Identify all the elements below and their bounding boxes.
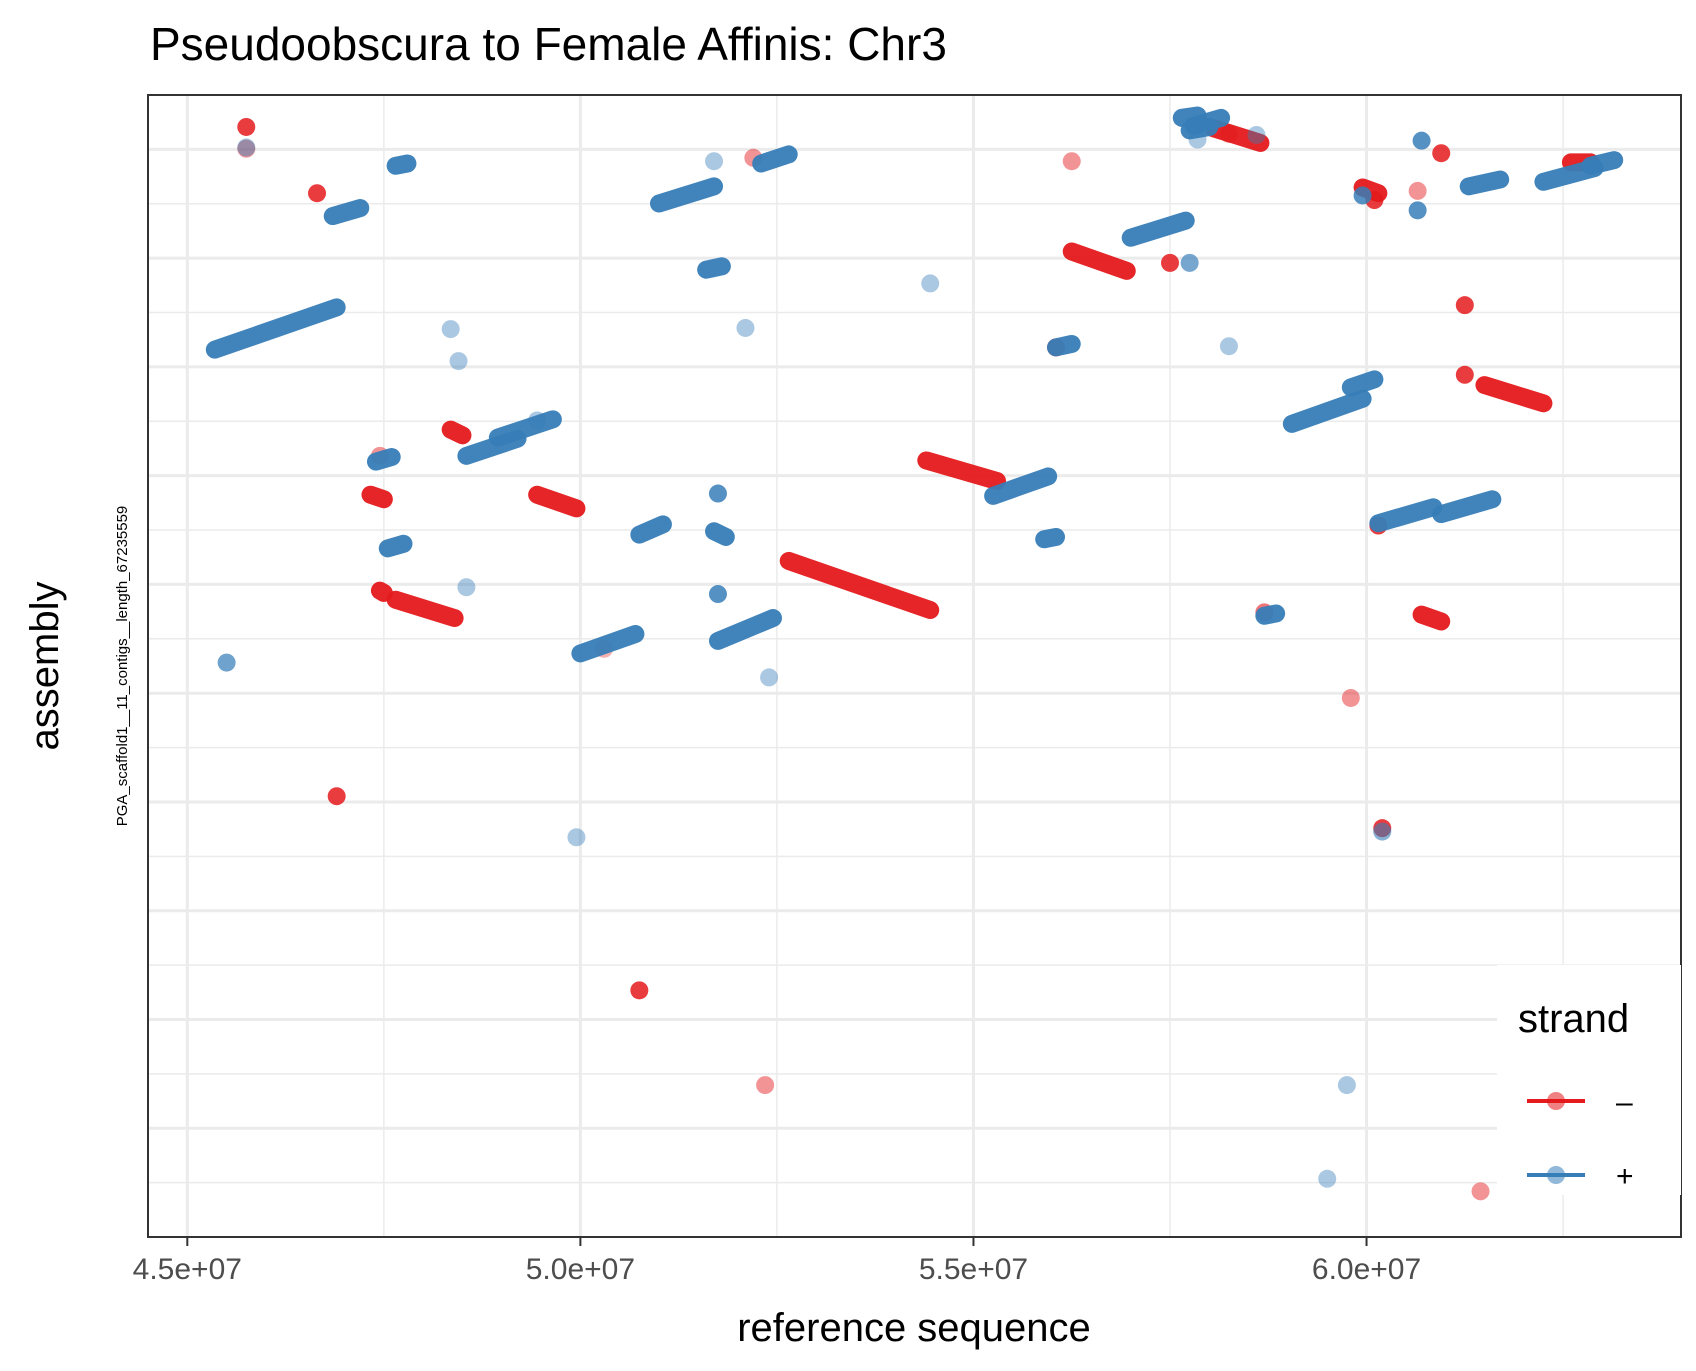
alignment-point [1161,253,1179,272]
alignment-segment [1459,170,1510,196]
alignment-point [1337,1076,1356,1095]
alignment-segment [488,410,562,447]
alignment-segment [378,534,413,558]
data-marks [205,106,1624,1201]
alignment-segment [1341,370,1384,397]
alignment-point [1219,124,1238,143]
alignment-segment [528,485,586,518]
x-axis: 4.5e+07 5.0e+07 5.5e+07 6.0e+07 [133,1237,1421,1286]
alignment-point [708,484,727,503]
alignment-segment [571,625,645,663]
alignment-point [756,1076,775,1095]
x-tick-label: 4.5e+07 [133,1253,242,1286]
alignment-segment [984,467,1058,505]
alignment-point [1455,365,1474,384]
alignment-point [1471,1182,1490,1201]
alignment-point [1432,144,1451,163]
legend-label: + [1616,1160,1634,1193]
alignment-segment [708,609,782,650]
legend-label: – [1616,1086,1633,1119]
alignment-point [1412,131,1431,150]
legend-key-point [1547,1166,1565,1184]
x-tick-label: 5.0e+07 [526,1253,635,1286]
alignment-point [708,585,727,604]
alignment-point [237,139,256,158]
alignment-segment [1475,376,1553,413]
alignment-segment [1432,490,1502,524]
alignment-segment [1204,119,1270,152]
alignment-segment [1581,151,1624,175]
series-plus [205,106,1624,1188]
alignment-segment [1412,605,1451,631]
alignment-point [237,138,256,157]
alignment-segment [205,298,346,359]
alignment-point [630,981,649,1000]
alignment-segment [779,551,940,620]
alignment-point [1247,125,1266,144]
alignment-segment [323,199,370,226]
alignment-segment [370,581,393,602]
alignment-point [1188,130,1207,149]
y-axis-title: assembly [23,582,67,751]
alignment-point [457,578,476,597]
alignment-segment [1035,527,1066,549]
alignment-point [1353,186,1372,205]
alignment-segment [386,154,417,175]
plot-panel [148,95,1681,1237]
alignment-segment [361,485,393,509]
chart-title: Pseudoobscura to Female Affinis: Chr3 [150,18,947,70]
alignment-point [528,411,547,430]
alignment-segment [1282,389,1372,433]
alignment-segment [386,590,464,628]
legend-title: strand [1518,997,1629,1041]
legend-background [1497,965,1681,1195]
alignment-point [567,828,586,847]
alignment-point [449,352,468,371]
alignment-point [1318,1169,1337,1188]
alignment-segment [705,522,735,546]
alignment-point [1408,201,1427,220]
alignment-segment [441,420,472,445]
alignment-segment [752,145,798,173]
x-axis-title: reference sequence [737,1306,1091,1350]
y-tick-label: PGA_scaffold1__11_contigs__length_672355… [114,506,131,827]
alignment-segment [1047,334,1081,357]
plot-border [147,94,1682,1238]
alignment-point [736,318,755,337]
alignment-segment [366,448,401,471]
alignment-segment [1121,211,1195,247]
alignment-segment [1369,498,1443,533]
alignment-segment [650,177,724,213]
alignment-segment [1255,604,1286,625]
alignment-point [705,152,724,171]
alignment-point [1062,152,1081,171]
alignment-point [1219,337,1238,356]
grid-lines [148,95,1681,1237]
x-tick-label: 6.0e+07 [1312,1253,1421,1286]
alignment-point [217,653,236,672]
alignment-point [760,668,779,687]
alignment-segment [917,451,1007,490]
x-tick-label: 5.5e+07 [919,1253,1028,1286]
alignment-segment [1180,117,1219,140]
alignment-point [1408,181,1427,200]
legend-key-point [1547,1092,1565,1110]
alignment-point [441,320,460,339]
alignment-point [1180,253,1199,272]
legend: strand – + [1497,965,1681,1195]
alignment-point [327,787,346,806]
alignment-segment [1062,242,1136,280]
alignment-point [308,184,327,203]
alignment-point [1455,296,1474,315]
alignment-point [1373,822,1392,841]
alignment-point [921,274,940,293]
alignment-point [1341,688,1360,707]
alignment-segment [1172,106,1207,127]
alignment-segment [630,515,672,544]
alignment-segment [697,257,731,279]
alignment-point [237,117,256,136]
